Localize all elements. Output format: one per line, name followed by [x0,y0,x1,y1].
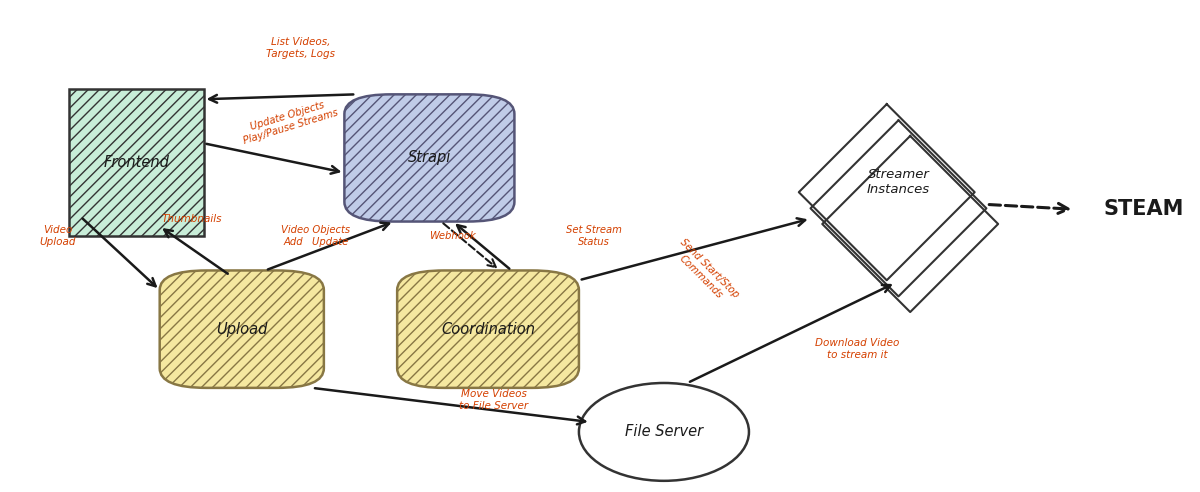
Text: List Videos,
Targets, Logs: List Videos, Targets, Logs [266,37,335,59]
Text: Download Video
to stream it: Download Video to stream it [815,338,900,360]
Text: Send Start/Stop
Commands: Send Start/Stop Commands [670,237,740,308]
Text: Video
Upload: Video Upload [40,225,76,247]
Text: Coordination: Coordination [442,322,535,337]
Text: Webhook: Webhook [430,231,476,241]
Text: File Server: File Server [625,425,703,439]
Text: Streamer
Instances: Streamer Instances [866,168,930,196]
Text: Set Stream
Status: Set Stream Status [565,225,622,247]
Text: Thumbnails: Thumbnails [161,214,222,224]
FancyBboxPatch shape [160,271,324,388]
Text: Frontend: Frontend [103,155,169,170]
Text: Upload: Upload [216,322,268,337]
Polygon shape [810,120,986,296]
Text: STEAM: STEAM [1104,199,1184,219]
Text: Video Objects
Add   Update: Video Objects Add Update [281,225,350,247]
Polygon shape [822,136,998,312]
Text: Move Videos
to File Server: Move Videos to File Server [460,389,528,411]
FancyBboxPatch shape [397,271,578,388]
FancyBboxPatch shape [344,94,515,221]
Ellipse shape [578,383,749,481]
Polygon shape [799,104,974,280]
Text: Strapi: Strapi [408,151,451,165]
Text: Update Objects
Play/Pause Streams: Update Objects Play/Pause Streams [239,96,340,146]
Bar [68,90,204,236]
